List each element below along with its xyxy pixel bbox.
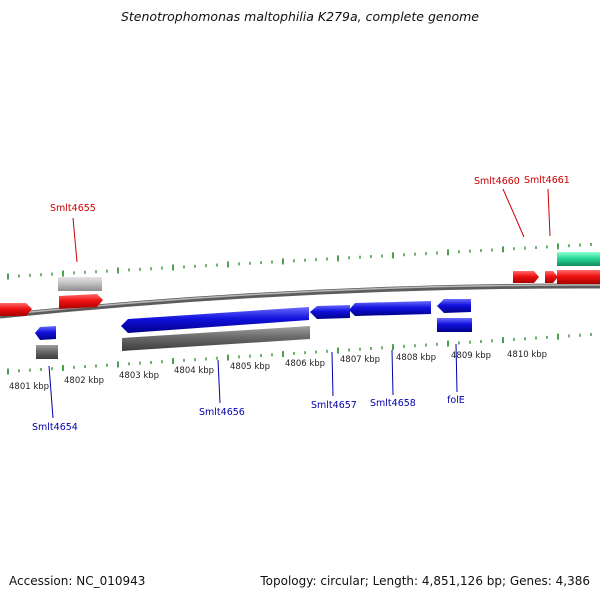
callout-line-smlt4657: [331, 351, 334, 397]
feature-block-teal: [557, 252, 600, 266]
reverse-gene-arrow-smlt4656: [121, 307, 309, 333]
map-title: Stenotrophomonas maltophilia K279a, comp…: [120, 9, 480, 24]
reverse-gene-arrow-smlt4657: [310, 305, 350, 319]
gene-label-smlt4658[interactable]: Smlt4658: [370, 398, 416, 409]
gene-label-smlt4656[interactable]: Smlt4656: [199, 407, 245, 418]
feature-block-gray: [36, 345, 58, 359]
gene-label-smlt4654[interactable]: Smlt4654: [32, 422, 78, 433]
forward-gene-arrow-smlt4655: [59, 294, 103, 309]
kbp-label: 4807 kbp: [340, 355, 380, 365]
callout-line-fole: [455, 343, 458, 393]
kbp-label: 4804 kbp: [174, 366, 214, 376]
reverse-gene-arrow-smlt4654: [35, 326, 56, 340]
callout-line-smlt4654: [48, 365, 54, 419]
feature-block-light: [58, 277, 102, 291]
gene-label-smlt4660[interactable]: Smlt4660: [474, 176, 520, 187]
kbp-label: 4808 kbp: [396, 353, 436, 363]
kbp-label: 4801 kbp: [9, 382, 49, 392]
forward-gene-arrow: [0, 303, 32, 316]
feature-block-gray-long: [122, 326, 310, 351]
reverse-gene-block: [437, 318, 472, 332]
callout-line-smlt4656: [217, 359, 221, 404]
callout-line-smlt4661: [547, 188, 551, 237]
forward-gene-arrow-smlt4660: [513, 271, 539, 283]
gene-label-smlt4661[interactable]: Smlt4661: [524, 175, 570, 186]
kbp-label: 4810 kbp: [507, 350, 547, 360]
kbp-label: 4805 kbp: [230, 362, 270, 372]
kbp-label: 4809 kbp: [451, 351, 491, 361]
callout-line-smlt4658: [391, 349, 394, 396]
topology-text: Topology: circular; Length: 4,851,126 bp…: [260, 574, 590, 588]
gene-label-fole[interactable]: folE: [447, 395, 465, 406]
kbp-label: 4803 kbp: [119, 371, 159, 381]
gene-label-smlt4655[interactable]: Smlt4655: [50, 203, 96, 214]
inner-tick-row: [7, 333, 592, 375]
kbp-label: 4802 kbp: [64, 376, 104, 386]
genome-backbone: [0, 283, 600, 319]
reverse-gene-arrow-fole: [437, 299, 471, 313]
forward-gene-arrow-smlt4661: [545, 271, 558, 283]
callout-line-smlt4660: [502, 188, 525, 238]
accession-text: Accession: NC_010943: [9, 574, 146, 588]
forward-gene-block: [557, 270, 600, 284]
kbp-label: 4806 kbp: [285, 359, 325, 369]
gene-label-smlt4657[interactable]: Smlt4657: [311, 400, 357, 411]
reverse-gene-arrow-smlt4658: [349, 301, 431, 316]
callout-line-smlt4655: [72, 217, 78, 263]
outer-tick-row: [7, 242, 592, 280]
